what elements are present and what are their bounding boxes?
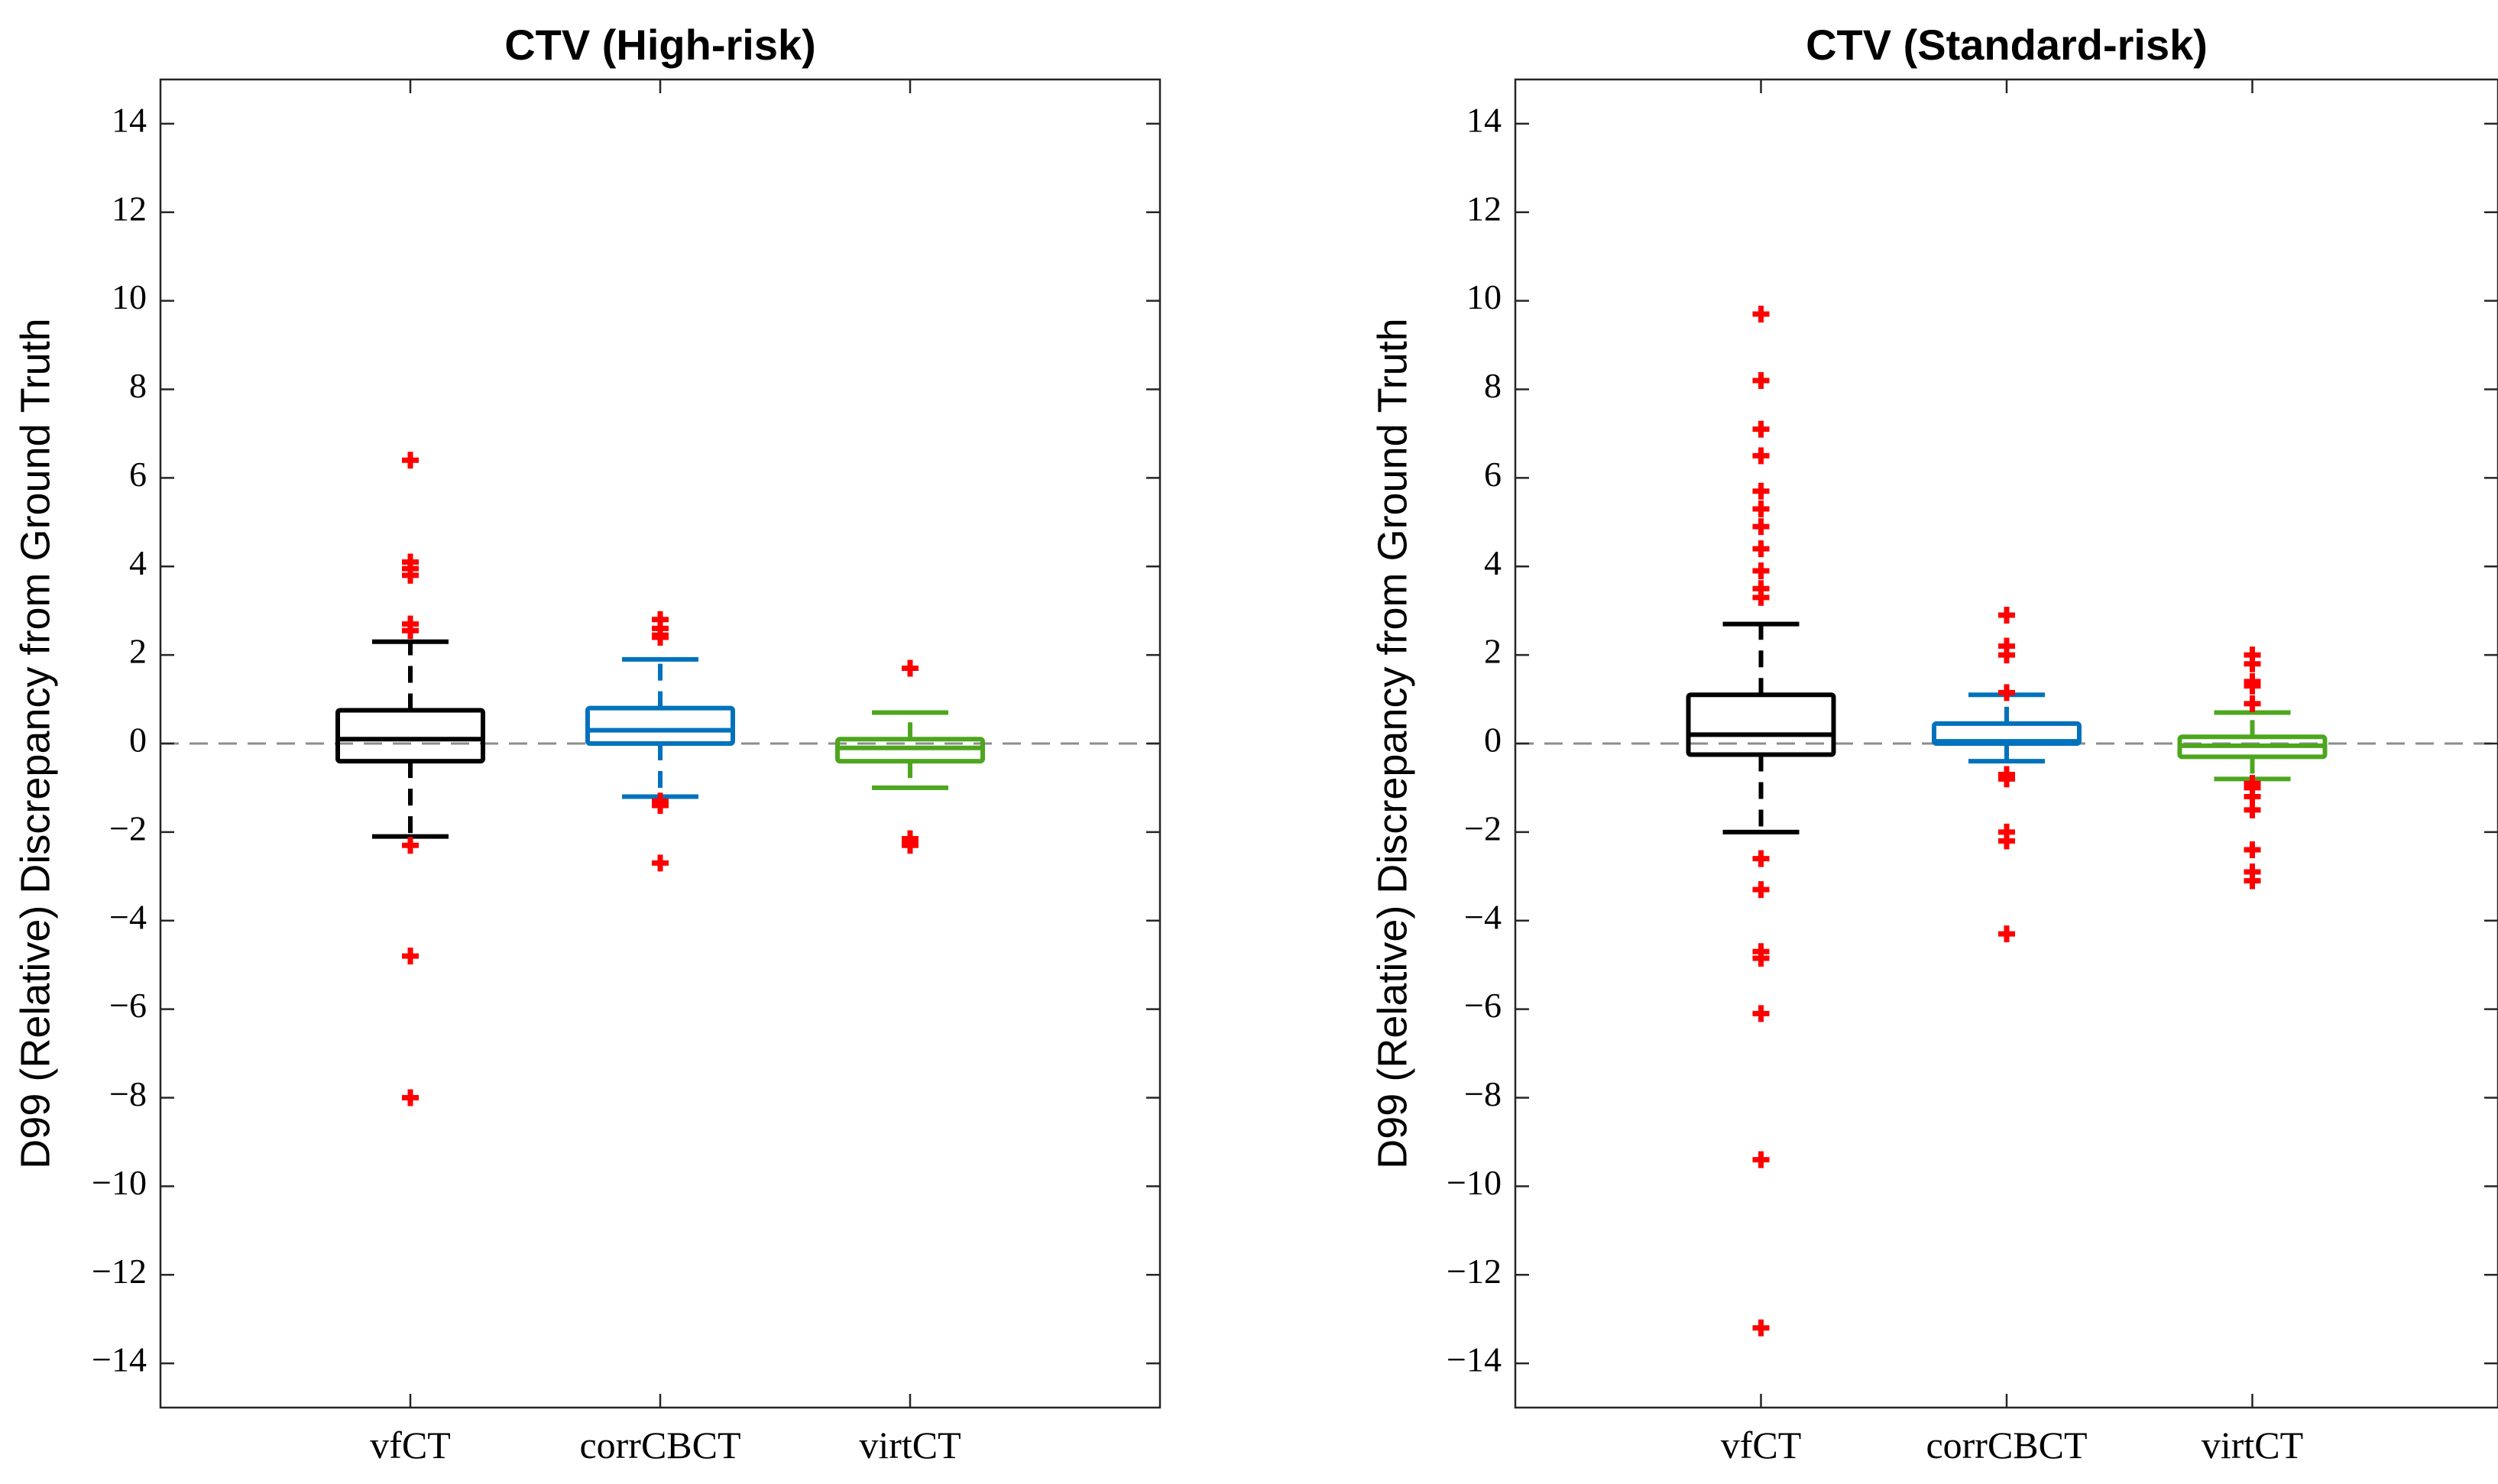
box-corrCBCT: corrCBCT [1926,79,2088,1466]
box-body [585,705,735,746]
y-tick-label: 4 [129,543,147,582]
y-tick-label: 12 [1466,189,1502,228]
outlier-marker [2244,872,2261,889]
y-tick-label: 12 [112,189,147,228]
x-category-label: vfCT [370,1424,451,1466]
outlier-marker [1998,606,2015,624]
outlier-marker [2244,655,2261,672]
outlier-marker [652,628,669,646]
outlier-marker [1752,447,1770,465]
y-tick-label: 10 [1466,277,1502,316]
chart-title: CTV (Standard-risk) [1806,21,2208,69]
outlier-marker [402,452,419,469]
y-tick-label: 8 [129,366,147,405]
y-tick-label: 0 [129,721,147,760]
y-tick-label: −2 [1464,808,1502,847]
outlier-marker [402,948,419,965]
y-tick-label: −10 [92,1163,147,1202]
x-category-label: vfCT [1721,1424,1802,1466]
outlier-marker [402,1089,419,1107]
y-tick-label: −12 [1447,1252,1502,1291]
outlier-marker [402,566,419,584]
y-tick-label: −4 [1464,897,1502,936]
y-axis-label: D99 (Relative) Discrepancy from Ground T… [1369,318,1415,1168]
outlier-marker [1998,832,2015,850]
box-virtCT: virtCT [2177,79,2328,1466]
outlier-marker [1752,500,1770,517]
x-category-label: corrCBCT [1926,1424,2087,1466]
outlier-marker [1752,420,1770,438]
box-vfCT: vfCT [1686,79,1836,1466]
outlier-marker [2244,677,2261,695]
chart-title: CTV (High-risk) [504,21,816,69]
outlier-marker [1752,1005,1770,1022]
y-tick-label: −14 [1447,1340,1502,1379]
outlier-marker [902,837,919,854]
x-category-label: virtCT [2202,1424,2303,1466]
outlier-marker [2244,695,2261,712]
outlier-marker [1752,306,1770,323]
y-tick-label: 0 [1484,721,1502,760]
chart-panel-1: CTV (High-risk) D99 (Relative) Discrepanc… [12,21,1162,1466]
outlier-marker [402,622,419,640]
outlier-marker [2244,841,2261,859]
outlier-marker [1752,850,1770,867]
outlier-marker [1998,684,2015,701]
y-tick-label: 6 [1484,455,1502,494]
outlier-marker [1752,881,1770,899]
y-tick-label: 14 [112,100,147,139]
outlier-marker [1752,588,1770,606]
y-tick-label: −10 [1447,1163,1502,1202]
outlier-marker [2244,801,2261,818]
y-tick-label: −6 [1464,986,1502,1025]
outlier-marker [652,797,669,815]
y-tick-label: −6 [109,986,147,1025]
y-tick-label: 8 [1484,366,1502,405]
box-body [335,708,485,764]
box-corrCBCT: corrCBCT [579,79,741,1466]
outlier-marker [1752,562,1770,580]
outlier-marker [1752,482,1770,500]
x-category-label: virtCT [859,1424,961,1466]
box-virtCT: virtCT [835,79,985,1466]
y-tick-label: 2 [1484,632,1502,671]
y-tick-label: 10 [112,277,147,316]
outlier-marker [652,854,669,872]
chart-panel-2: CTV (Standard-risk) D99 (Relative) Discre… [1369,21,2498,1466]
y-tick-label: 6 [129,455,147,494]
outlier-marker [1752,949,1770,967]
y-tick-label: −12 [92,1252,147,1291]
outlier-marker [402,837,419,854]
outlier-marker [1752,371,1770,389]
outlier-marker [1752,1319,1770,1337]
y-tick-label: 2 [129,632,147,671]
box-vfCT: vfCT [335,79,485,1466]
box-body [1686,692,1836,757]
outlier-marker [902,659,919,677]
y-tick-label: −4 [109,897,147,936]
outlier-marker [1998,770,2015,788]
outlier-marker [1998,925,2015,943]
y-tick-label: 14 [1466,100,1502,139]
y-tick-label: −2 [109,808,147,847]
outlier-marker [1998,646,2015,664]
y-tick-label: 4 [1484,543,1502,582]
y-tick-label: −8 [109,1074,147,1113]
outlier-marker [1752,1151,1770,1168]
y-tick-label: −14 [92,1340,147,1379]
outlier-marker [1752,518,1770,536]
y-axis-label: D99 (Relative) Discrepancy from Ground T… [12,318,58,1168]
outlier-marker [1752,540,1770,558]
x-category-label: corrCBCT [579,1424,740,1466]
y-tick-label: −8 [1464,1074,1502,1113]
